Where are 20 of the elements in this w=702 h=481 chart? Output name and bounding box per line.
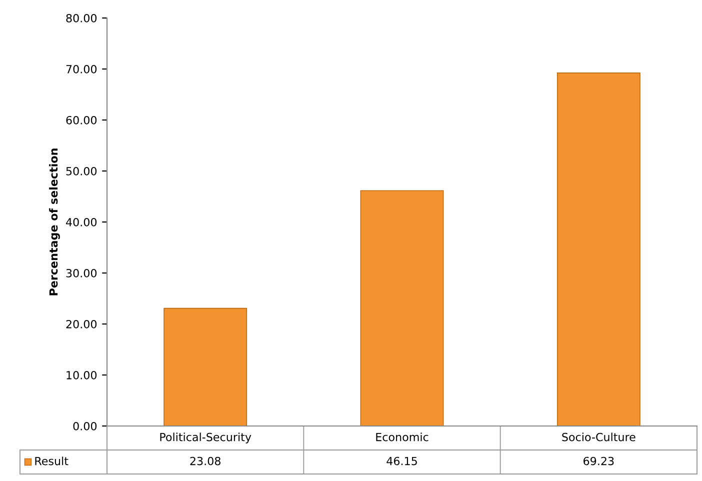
legend-label: Result	[35, 456, 68, 466]
bar	[164, 308, 248, 426]
y-tick-label: 70.00	[66, 64, 97, 74]
x-tick-label: Socio-Culture	[562, 432, 636, 442]
y-tick-label: 80.00	[66, 14, 97, 22]
data-label: 23.08	[190, 456, 220, 466]
y-tick-label: 60.00	[66, 116, 97, 124]
y-tick-label: 10.00	[66, 370, 97, 380]
x-tick-label: Economic	[376, 432, 428, 442]
bar	[360, 190, 444, 426]
data-label: 46.15	[386, 456, 417, 466]
data-label: 69.23	[584, 456, 614, 466]
y-tick-label: 40.00	[66, 218, 97, 226]
y-tick-label: 20.00	[66, 320, 97, 328]
y-tick-label: 30.00	[66, 268, 97, 278]
x-tick-label: Political-Security	[160, 432, 252, 444]
y-tick-label: 0.00	[73, 422, 97, 430]
y-axis-title: Percentage of selection	[49, 148, 60, 296]
y-tick-label: 50.00	[66, 166, 97, 176]
bar	[556, 72, 640, 426]
